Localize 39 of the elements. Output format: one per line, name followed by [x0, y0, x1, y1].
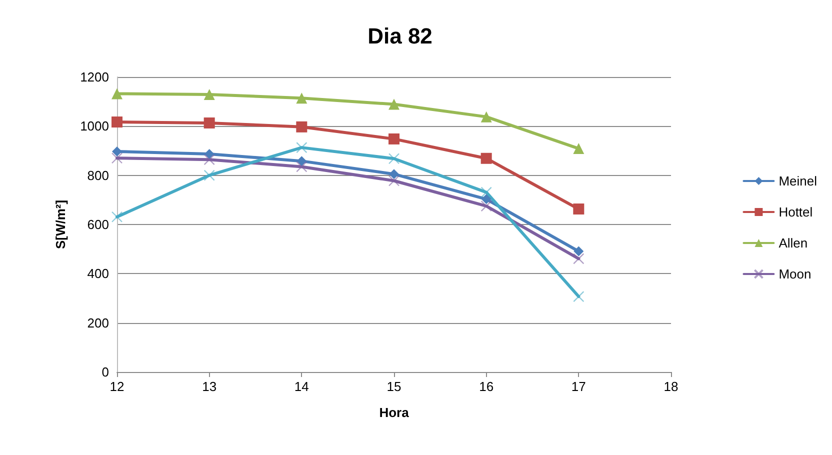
legend-label: Hottel: [778, 204, 813, 220]
point: [388, 133, 400, 144]
point: [481, 194, 492, 204]
legend-label: Allen: [778, 236, 808, 250]
x-tick-label: 12: [110, 379, 124, 394]
x-tick-label: 17: [571, 379, 586, 394]
x-tick-label: 14: [294, 379, 309, 394]
chart-title: Dia 82: [368, 24, 432, 48]
y-tick-label: 1200: [80, 70, 109, 84]
point: [480, 111, 492, 122]
point: [296, 92, 308, 104]
y-tick-label: 800: [87, 168, 109, 183]
point: [574, 246, 584, 256]
point: [112, 146, 122, 156]
y-tick-label: 600: [87, 217, 109, 232]
x-axis-title: Hora: [379, 405, 410, 420]
point: [389, 169, 399, 180]
legend-label: Meinel: [778, 174, 818, 188]
x-tick-label: 16: [479, 379, 494, 394]
y-tick-label: 0: [102, 364, 109, 380]
point: [573, 204, 584, 215]
x-tick-label: 13: [202, 379, 217, 394]
point: [204, 117, 215, 128]
point: [388, 98, 400, 110]
y-tick-label: 1000: [80, 118, 109, 134]
x-tick-label: 15: [386, 379, 402, 394]
point: [573, 143, 584, 154]
point: [112, 116, 122, 128]
point: [480, 152, 492, 164]
point: [204, 88, 215, 100]
y-tick-label: 400: [87, 266, 109, 282]
point: [112, 88, 122, 100]
y-axis-title: S[W/m²]: [53, 200, 68, 250]
point: [296, 121, 308, 132]
legend-label: Moon: [778, 266, 812, 282]
point: [296, 156, 307, 166]
y-tick-label: 200: [87, 315, 109, 330]
x-tick-label: 18: [664, 379, 678, 394]
point: [204, 148, 214, 159]
